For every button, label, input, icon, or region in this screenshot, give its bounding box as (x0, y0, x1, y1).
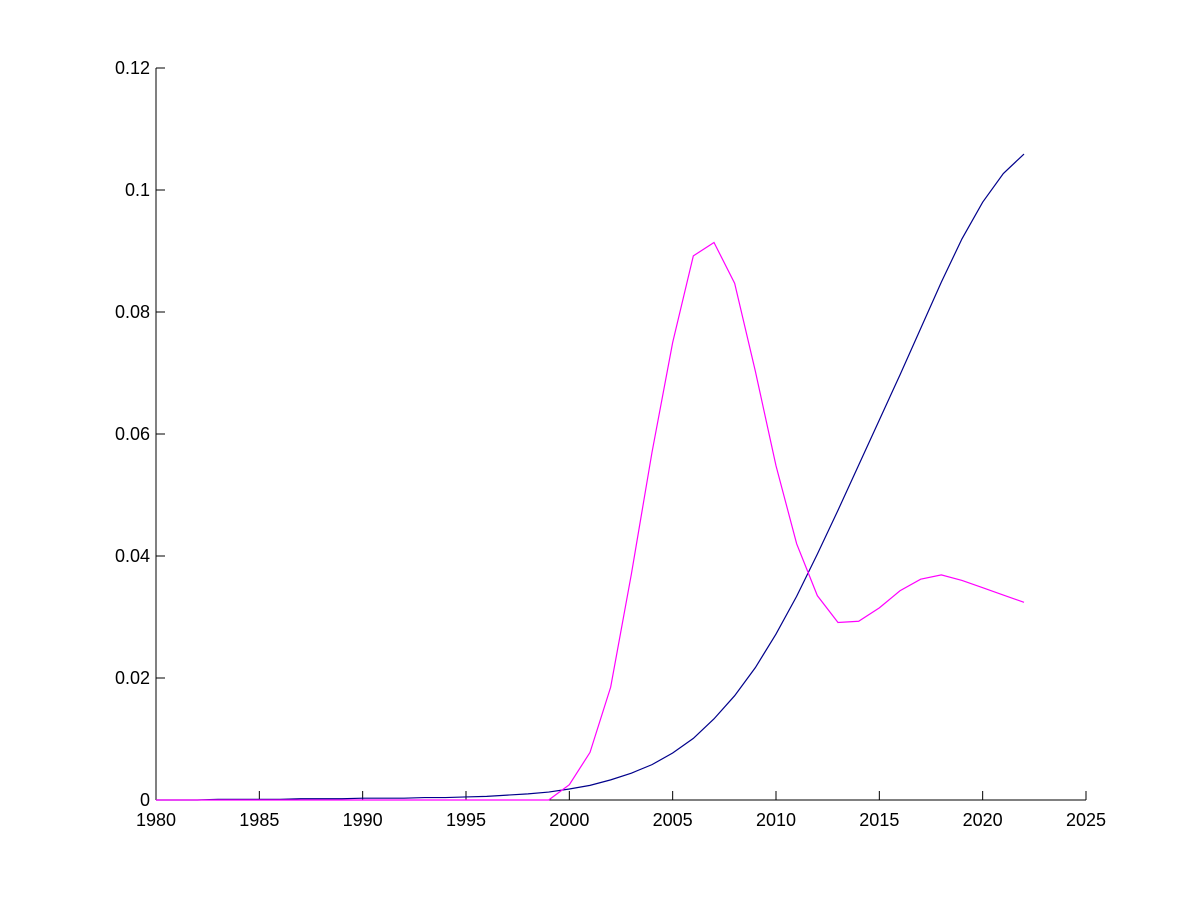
x-tick-label: 2000 (549, 810, 589, 830)
x-tick-label: 1995 (446, 810, 486, 830)
data-line (156, 153, 1025, 801)
y-tick-label: 0.1 (125, 180, 150, 200)
y-tick-label: 0.04 (115, 546, 150, 566)
x-tick-label: 2015 (859, 810, 899, 830)
y-tick-label: 0.08 (115, 302, 150, 322)
y-tick-label: 0.02 (115, 668, 150, 688)
x-tick-label: 1990 (343, 810, 383, 830)
data-line (156, 241, 1025, 801)
y-tick-label: 0 (140, 790, 150, 810)
x-tick-label: 2020 (963, 810, 1003, 830)
x-tick-label: 2025 (1066, 810, 1106, 830)
x-tick-label: 1985 (239, 810, 279, 830)
x-tick-label: 2005 (653, 810, 693, 830)
y-tick-label: 0.12 (115, 58, 150, 78)
y-tick-label: 0.06 (115, 424, 150, 444)
x-tick-label: 1980 (136, 810, 176, 830)
x-tick-label: 2010 (756, 810, 796, 830)
